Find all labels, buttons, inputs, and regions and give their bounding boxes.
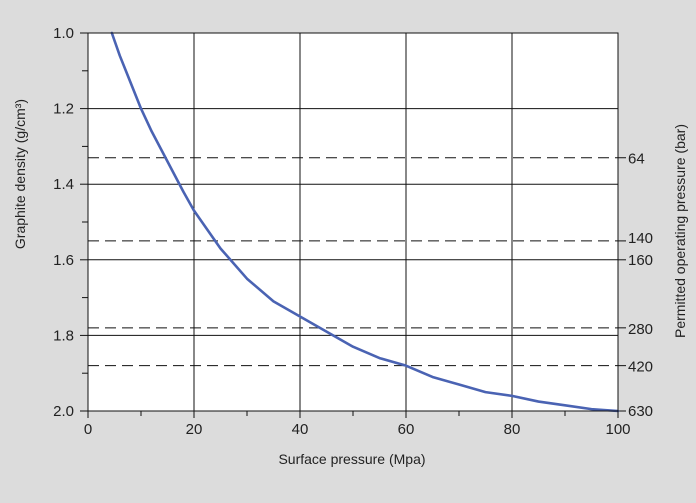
- x-axis-title: Surface pressure (Mpa): [278, 451, 425, 467]
- reference-label: 140: [628, 230, 653, 247]
- x-tick-label: 0: [84, 421, 92, 438]
- y-tick-label: 2.0: [53, 403, 74, 420]
- reference-label: 160: [628, 252, 653, 269]
- reference-lines: [88, 157, 626, 412]
- reference-label: 630: [628, 403, 653, 420]
- grid-layer: [88, 33, 618, 411]
- y-tick-label: 1.0: [53, 25, 74, 42]
- y-tick-label: 1.6: [53, 252, 74, 269]
- density-curve: [110, 31, 620, 413]
- y-tick-label: 1.2: [53, 101, 74, 118]
- reference-label: 64: [628, 151, 645, 168]
- x-tick-label: 20: [186, 421, 203, 438]
- y-tick-label: 1.4: [53, 176, 74, 193]
- series-layer: [110, 31, 620, 413]
- y-axis-title: Graphite density (g/cm³): [12, 99, 28, 249]
- x-tick-label: 60: [398, 421, 415, 438]
- plot-background: [88, 33, 618, 411]
- x-tick-label: 80: [504, 421, 521, 438]
- x-tick-label: 100: [605, 421, 630, 438]
- secondary-y-axis-title: Permitted operating pressure (bar): [672, 124, 688, 338]
- reference-label: 420: [628, 359, 653, 376]
- x-tick-label: 40: [292, 421, 309, 438]
- label-layer: 64 140 160 280 420 630 0 20 40 60 80 100 1.0 1.2 1.4 1.…: [53, 25, 653, 438]
- reference-label: 280: [628, 321, 653, 338]
- axis-layer: [80, 32, 619, 418]
- y-tick-label: 1.8: [53, 327, 74, 344]
